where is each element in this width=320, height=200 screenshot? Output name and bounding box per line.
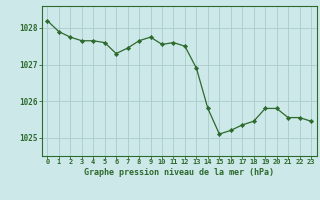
X-axis label: Graphe pression niveau de la mer (hPa): Graphe pression niveau de la mer (hPa) (84, 168, 274, 177)
